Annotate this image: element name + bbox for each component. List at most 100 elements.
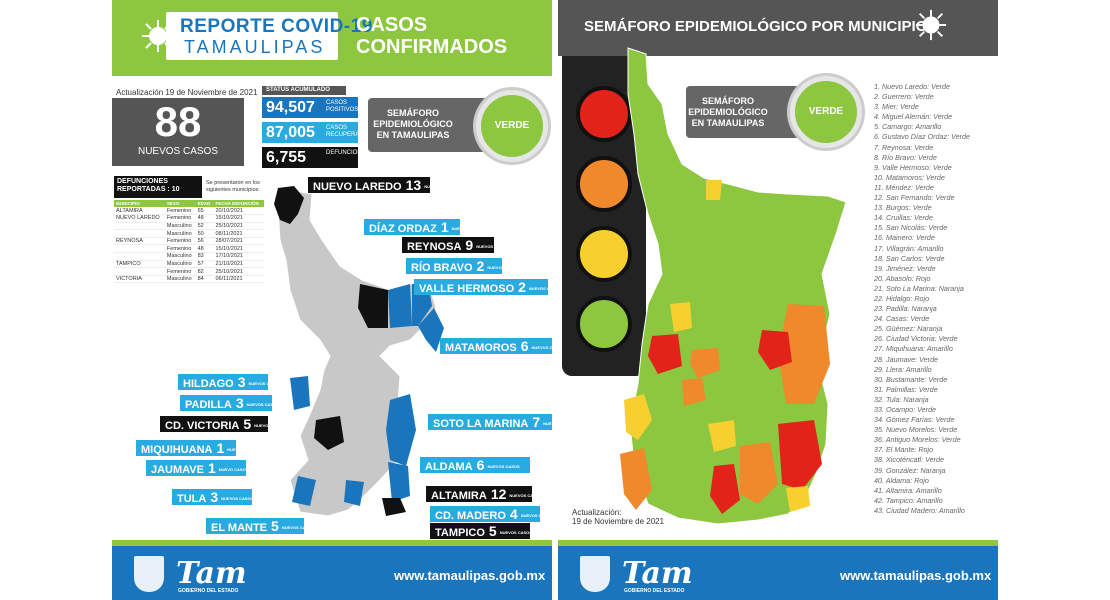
footer-url-link[interactable]: www.tamaulipas.gob.mx [394, 568, 546, 583]
heading-line2: CONFIRMADOS [356, 36, 508, 58]
map-region-yellow-villagran [670, 302, 692, 332]
deaths-note: Se presentaron en los siguientes municip… [206, 180, 260, 193]
map-region-red-mante [710, 464, 740, 514]
callout-name: HILDAGO [183, 378, 234, 390]
update-date: Actualización: 19 de Noviembre de 2021 [572, 508, 664, 526]
callout-name: CD. MADERO [435, 510, 506, 522]
footer-url-link[interactable]: www.tamaulipas.gob.mx [840, 568, 992, 583]
callout-name: DÍAZ ORDAZ [369, 223, 437, 235]
stat-value: 94,507 [266, 99, 315, 116]
list-item: 34. Gómez Farías: Verde [874, 415, 955, 425]
callout-suffix: NUEVOS CASOS [221, 496, 254, 502]
list-item: 9. Valle Hermoso: Verde [874, 162, 952, 172]
update-date: Actualización 19 de Noviembre de 2021 [116, 88, 258, 97]
callout-suffix: NUEVOS CASOS [499, 530, 532, 536]
municipality-callout: TULA 3 NUEVOS CASOS [172, 489, 254, 505]
table-cell: 06/11/2021 [213, 275, 264, 284]
callout-name: CD. VICTORIA [165, 420, 240, 432]
column-header: SEXO [164, 200, 196, 207]
list-item: 14. Cruillas: Verde [874, 213, 933, 223]
table-cell: Masculino [164, 222, 196, 231]
list-item: 1. Nuevo Laredo: Verde [874, 82, 951, 91]
table-cell [114, 267, 165, 276]
list-item: 29. Llera: Amarillo [874, 364, 932, 374]
stat-deaths: 6,755 DEFUNCIONES [262, 147, 370, 168]
table-row: Masculino 83 17/10/2021 [114, 252, 264, 261]
callout-name: NUEVO LAREDO [313, 181, 402, 193]
update-line2: 19 de Noviembre de 2021 [572, 517, 665, 526]
table-cell [114, 244, 165, 254]
callout-name: SOTO LA MARINA [433, 418, 529, 430]
table-cell [114, 222, 165, 231]
table-cell: 57 [195, 260, 214, 269]
municipality-callout: MIQUIHUANA 1 NUEVO CASO [136, 440, 254, 456]
list-item: 27. Miquihuana: Amarillo [874, 344, 953, 354]
yellow-light [576, 226, 632, 282]
list-item: 38. Xicoténcatl: Verde [874, 455, 945, 465]
list-item: 23. Padilla: Naranja [874, 304, 937, 314]
list-item: 20. Abasolo: Rojo [874, 273, 931, 283]
callout-suffix: NUEVO CASO [218, 467, 246, 473]
list-item: 8. Río Bravo: Verde [874, 152, 937, 162]
semaforo-title: SEMÁFORO EPIDEMIOLÓGICO POR MUNICIPIO [584, 18, 928, 35]
list-item: 22. Hidalgo: Rojo [874, 293, 930, 303]
table-cell: 15/10/2021 [213, 214, 264, 223]
report-logo-line2: TAMAULIPAS [184, 37, 326, 57]
deaths-table: MUNICIPIO SEXO EDAD FECHA DEFUNCIÓN ALTA… [114, 200, 264, 284]
list-item: 28. Jaumave: Verde [874, 354, 939, 364]
municipality-callout: PADILLA 3 NUEVOS CASOS [180, 395, 279, 411]
list-item: 17. Villagrán: Amarillo [874, 243, 944, 253]
stat-recovered: 87,005 CASOS RECUPERADOS [262, 122, 372, 143]
table-row: Femenino 48 15/10/2021 [114, 244, 264, 254]
callout-count: 4 [509, 506, 518, 522]
map-region-red-hidalgo [648, 334, 682, 374]
table-cell: 25/10/2021 [213, 222, 264, 231]
list-item: 2. Guerrero: Verde [874, 92, 934, 102]
callout-count: 5 [243, 416, 252, 432]
virus-icon [915, 9, 947, 41]
table-cell: Femenino [164, 244, 196, 254]
callout-count: 1 [216, 440, 225, 456]
new-cases-label: NUEVOS CASOS [137, 146, 219, 157]
footer-bar [112, 546, 552, 600]
municipality-callout: CD. VICTORIA 5 NUEVOS CASOS [160, 416, 286, 432]
callout-suffix: NUEVOS CASOS [476, 244, 509, 250]
table-cell: Masculino [164, 260, 196, 269]
stat-value: 6,755 [266, 149, 307, 166]
callout-count: 2 [518, 279, 526, 295]
government-label: GOBIERNO DEL ESTADO [624, 588, 685, 594]
callout-suffix: NUEVO CASO [451, 226, 479, 232]
map-region-rio-bravo [388, 284, 412, 328]
callout-suffix: NUEVOS CASOS [281, 525, 315, 531]
table-cell: 56 [195, 237, 214, 246]
callout-suffix: NUEVOS CASOS [520, 513, 552, 519]
callout-count: 2 [476, 258, 485, 274]
deaths-reported-box: DEFUNCIONES REPORTADAS : 10 [114, 176, 202, 198]
callout-count: 7 [532, 414, 541, 430]
list-item: 13. Burgos: Verde [874, 203, 932, 213]
callout-count: 9 [465, 237, 474, 253]
callout-suffix: NUEVOS CASOS [509, 493, 542, 499]
table-row: ALTAMIRA Femenino 65 20/10/2021 [114, 207, 264, 216]
government-label: GOBIERNO DEL ESTADO [178, 588, 239, 594]
list-item: 6. Gustavo Díaz Ordaz: Verde [874, 132, 971, 142]
list-item: 30. Bustamante: Verde [874, 374, 948, 384]
callout-suffix: NUEVOS CASOS [487, 464, 520, 470]
table-row: VICTORIA Masculino 84 06/11/2021 [114, 275, 264, 284]
semaforo-line2: EPIDEMIOLÓGICO [688, 107, 768, 117]
callout-count: 3 [237, 374, 246, 390]
map-region-matamoros [418, 308, 444, 352]
map-region-orange-gonzalez [740, 442, 778, 504]
table-cell: REYNOSA [114, 237, 165, 246]
list-item: 19. Jiménez: Verde [874, 263, 936, 273]
report-logo-line1: REPORTE COVID-19 [180, 16, 373, 37]
municipality-callout: DÍAZ ORDAZ 1 NUEVO CASO [364, 219, 479, 235]
municipality-callout: EL MANTE 5 NUEVOS CASOS [206, 518, 315, 534]
callout-suffix: NUEVOS CASOS [531, 345, 553, 351]
callout-count: 3 [210, 489, 219, 505]
list-item: 7. Reynosa: Verde [874, 142, 934, 152]
map-region-mante [344, 480, 364, 506]
callout-suffix: NUEVOS CASOS [543, 421, 552, 427]
callout-suffix: NUEVOS CASOS [248, 381, 281, 387]
